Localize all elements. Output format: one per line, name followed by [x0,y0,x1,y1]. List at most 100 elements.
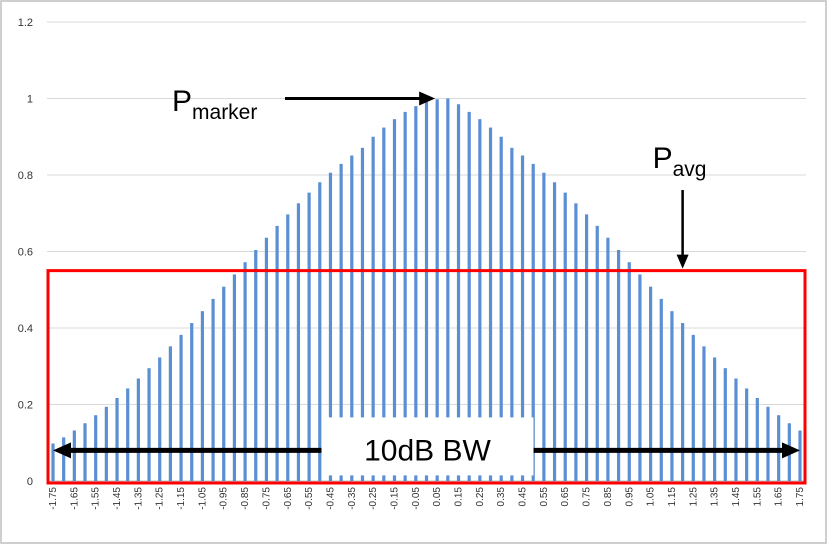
x-tick-label: 0.05 [432,487,443,507]
x-tick-label: 0.15 [454,487,465,507]
bar [371,136,375,481]
bar [755,397,759,481]
x-tick-label: 1.15 [667,487,678,507]
x-tick-label: 0.55 [539,487,550,507]
x-tick-label: 1.45 [731,487,742,507]
x-tick-labels: -1.75 -1.65 -1.55 -1.45 -1.35 -1.25 -1.15 -1.05… [48,487,806,510]
y-tick-label: 0 [27,476,33,488]
bar [147,368,151,481]
x-tick-label: 1.75 [795,487,806,507]
x-tick-label: -0.75 [261,487,272,510]
bar [435,99,439,481]
x-tick-label: -1.65 [69,487,80,510]
bar [211,298,215,481]
bar [691,334,695,481]
bar [179,334,183,481]
bar [574,203,578,481]
x-tick-label: -0.15 [389,487,400,510]
x-tick-label: -0.55 [304,487,315,510]
bar [136,378,140,481]
x-tick-label: -0.95 [219,487,230,510]
bar [115,397,119,481]
bar [552,182,557,481]
bar [734,378,738,481]
x-tick-label: 0.35 [496,487,507,507]
x-tick-label: -0.45 [325,487,336,510]
y-tick-label: 0.2 [18,400,33,412]
bar [499,136,503,481]
bar [72,430,76,481]
bar [275,225,279,481]
bw-label: 10dB BW [364,434,491,467]
bar [51,443,55,481]
bar [638,274,642,481]
y-tick-label: 1.2 [18,17,33,29]
x-tick-label: -0.25 [368,487,379,510]
x-tick-label: 1.35 [710,487,721,507]
bar [606,237,610,481]
bar [286,214,290,481]
bar [627,262,631,481]
bar [328,172,333,481]
bar [723,368,727,481]
bw-arrow-left-head [53,442,71,459]
p-marker-main: P [172,85,192,118]
y-tick-labels: 0 0.2 0.4 0.6 0.8 1 1.2 [18,17,33,488]
x-tick-label: 1.65 [774,487,785,507]
bar [659,298,663,481]
bar [104,406,108,481]
bar [360,147,365,481]
x-tick-label: 1.05 [646,487,657,507]
x-tick-label: -1.75 [48,487,59,510]
p-avg-arrow-head [676,254,689,269]
bar [488,127,493,481]
annotations: 10dB BW Pmarker Pavg [46,85,807,485]
x-tick-label: 0.95 [624,487,635,507]
p-avg-main: P [653,142,673,175]
bar [745,388,749,481]
bar [190,323,194,481]
y-tick-label: 1 [27,94,33,106]
bw-label-background [321,417,534,476]
x-tick-label: -0.65 [283,487,294,510]
x-tick-label: -1.35 [133,487,144,510]
x-tick-label: 0.85 [603,487,614,507]
x-tick-label: -0.35 [347,487,358,510]
bar [670,311,674,481]
bar [649,286,653,481]
bar [222,286,226,481]
bar [713,357,717,481]
bar [467,111,471,481]
x-tick-label: -1.55 [91,487,102,510]
p-marker-subscript: marker [192,101,257,124]
bar [424,101,429,481]
x-tick-label: -0.05 [411,487,422,510]
bar [200,311,204,481]
x-tick-label: -0.85 [240,487,251,510]
x-tick-label: 0.75 [582,487,593,507]
bar [350,155,354,481]
bar [62,437,66,481]
p-marker-label: Pmarker [172,85,257,124]
x-tick-label: -1.05 [197,487,208,510]
y-tick-label: 0.8 [18,170,33,182]
x-tick-label: 0.25 [475,487,486,507]
x-tick-label: -1.25 [155,487,166,510]
p-avg-label: Pavg [653,142,707,181]
bar [126,388,130,481]
bar [168,346,172,481]
x-tick-label: -1.15 [176,487,187,510]
bar [264,237,269,481]
bar [307,192,311,481]
bw-box [46,269,807,485]
bar [510,147,514,481]
bar [798,430,802,481]
y-tick-label: 0.6 [18,247,33,259]
y-tick-label: 0.4 [18,323,33,335]
x-tick-label: 0.45 [518,487,529,507]
x-tick-label: 0.65 [560,487,571,507]
x-tick-label: -1.45 [112,487,123,510]
p-marker-arrow-head [419,91,436,106]
